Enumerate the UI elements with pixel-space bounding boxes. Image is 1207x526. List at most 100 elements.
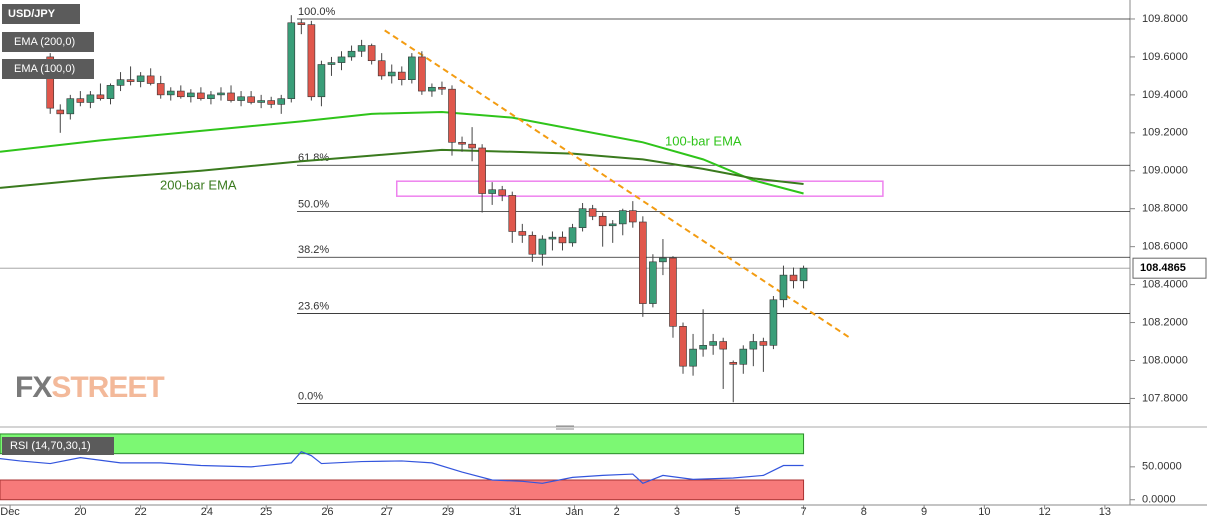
- candle-body: [649, 261, 657, 304]
- watermark-street: STREET: [51, 371, 164, 404]
- candle-body: [628, 210, 637, 223]
- x-tick-label: 12: [1038, 506, 1050, 518]
- candle-body: [669, 257, 677, 327]
- y-tick-label: 109.0000: [1142, 165, 1188, 177]
- last-price-label: 108.4865: [1140, 262, 1186, 274]
- x-tick-label: 13: [1099, 506, 1111, 518]
- ema-line: [0, 148, 804, 189]
- candle-body: [207, 94, 215, 99]
- overbought-band: [0, 433, 805, 455]
- y-tick-label: 108.0000: [1142, 354, 1188, 366]
- resistance-zone: [396, 180, 884, 197]
- y-tick-label: 109.6000: [1142, 51, 1188, 63]
- candle-body: [217, 92, 225, 96]
- candle-body: [478, 147, 486, 194]
- title: USD/JPY: [8, 8, 56, 20]
- candle-body: [46, 56, 55, 109]
- x-tick-label: 3: [674, 506, 680, 518]
- candle-body: [126, 79, 135, 82]
- candle-body: [327, 62, 336, 65]
- candle-body: [679, 326, 687, 367]
- x-tick-label: 7: [800, 506, 806, 518]
- candle-body: [458, 141, 466, 145]
- candle-body: [367, 45, 376, 62]
- title-box: [2, 4, 80, 24]
- candle-body: [387, 71, 396, 77]
- rsi-label-box: [2, 437, 114, 455]
- candle-body: [709, 341, 717, 346]
- indicator-box: [2, 32, 94, 52]
- candle-body: [789, 274, 798, 282]
- candle-body: [438, 86, 446, 90]
- x-tick-label: 5: [734, 506, 740, 518]
- y-tick-label: 108.8000: [1142, 203, 1188, 215]
- candle-body: [297, 22, 306, 25]
- candle-body: [639, 221, 647, 304]
- candle-body: [96, 94, 105, 99]
- candle-body: [749, 341, 758, 350]
- candle-body: [799, 267, 808, 282]
- candle-body: [397, 71, 406, 80]
- x-tick-label: 10: [978, 506, 990, 518]
- candle-body: [267, 100, 276, 105]
- candle-body: [448, 88, 456, 143]
- x-tick-label: 20: [74, 506, 86, 518]
- candle-body: [106, 85, 115, 99]
- candle-body: [518, 231, 527, 236]
- candle-body: [146, 75, 155, 84]
- candle-body: [257, 100, 265, 103]
- candle-body: [689, 348, 697, 367]
- candle-body: [769, 299, 778, 346]
- candle-body: [76, 98, 85, 103]
- rsi-tick-label: 50.0000: [1142, 461, 1182, 473]
- candle-body: [347, 50, 356, 58]
- candle-body: [538, 238, 547, 255]
- candle-body: [508, 195, 517, 232]
- y-tick-label: 107.8000: [1142, 392, 1188, 404]
- fib-label: 38.2%: [298, 244, 329, 256]
- candle-body: [719, 341, 728, 350]
- candle-body: [548, 236, 557, 240]
- indicator-label: EMA (200,0): [14, 36, 75, 48]
- candle-body: [498, 189, 507, 196]
- fib-label: 0.0%: [298, 390, 323, 402]
- indicator-box: [2, 59, 94, 79]
- x-tick-label: Jan: [566, 506, 584, 518]
- y-tick-label: 108.4000: [1142, 279, 1188, 291]
- y-tick-label: 109.2000: [1142, 127, 1188, 139]
- ema-annotation: 100-bar EMA: [665, 133, 742, 148]
- candle-body: [558, 236, 567, 244]
- candle-body: [568, 227, 577, 244]
- ema-annotation: 200-bar EMA: [160, 177, 237, 192]
- candle-body: [227, 92, 235, 101]
- candle-body: [287, 22, 296, 99]
- candle-body: [357, 45, 366, 52]
- rsi-line: [0, 450, 804, 484]
- candle-body: [699, 345, 707, 350]
- x-tick-label: Dec: [0, 506, 20, 518]
- candle-body: [779, 274, 788, 301]
- last-price-box: [1132, 257, 1207, 279]
- rsi-label: RSI (14,70,30,1): [10, 440, 91, 452]
- candle-body: [187, 92, 195, 98]
- candle-body: [56, 109, 65, 115]
- candle-body: [317, 64, 326, 98]
- candle-body: [659, 257, 667, 263]
- candle-body: [307, 24, 316, 98]
- x-tick-label: 26: [321, 506, 333, 518]
- candle-body: [116, 79, 125, 86]
- candle-body: [578, 208, 587, 228]
- candle-body: [247, 96, 255, 103]
- trendline: [384, 29, 851, 339]
- candle-body: [166, 90, 175, 96]
- y-tick-label: 108.2000: [1142, 316, 1188, 328]
- y-tick-label: 108.6000: [1142, 241, 1188, 253]
- candle-body: [759, 341, 768, 346]
- x-tick-label: 22: [134, 506, 146, 518]
- watermark: FXSTREET: [15, 371, 164, 404]
- candle-body: [408, 56, 416, 80]
- fib-label: 100.0%: [298, 6, 336, 18]
- candle-body: [588, 208, 597, 217]
- plot: 107.8000 108.0000 108.2000 108.4000 108.6000…: [0, 6, 1207, 518]
